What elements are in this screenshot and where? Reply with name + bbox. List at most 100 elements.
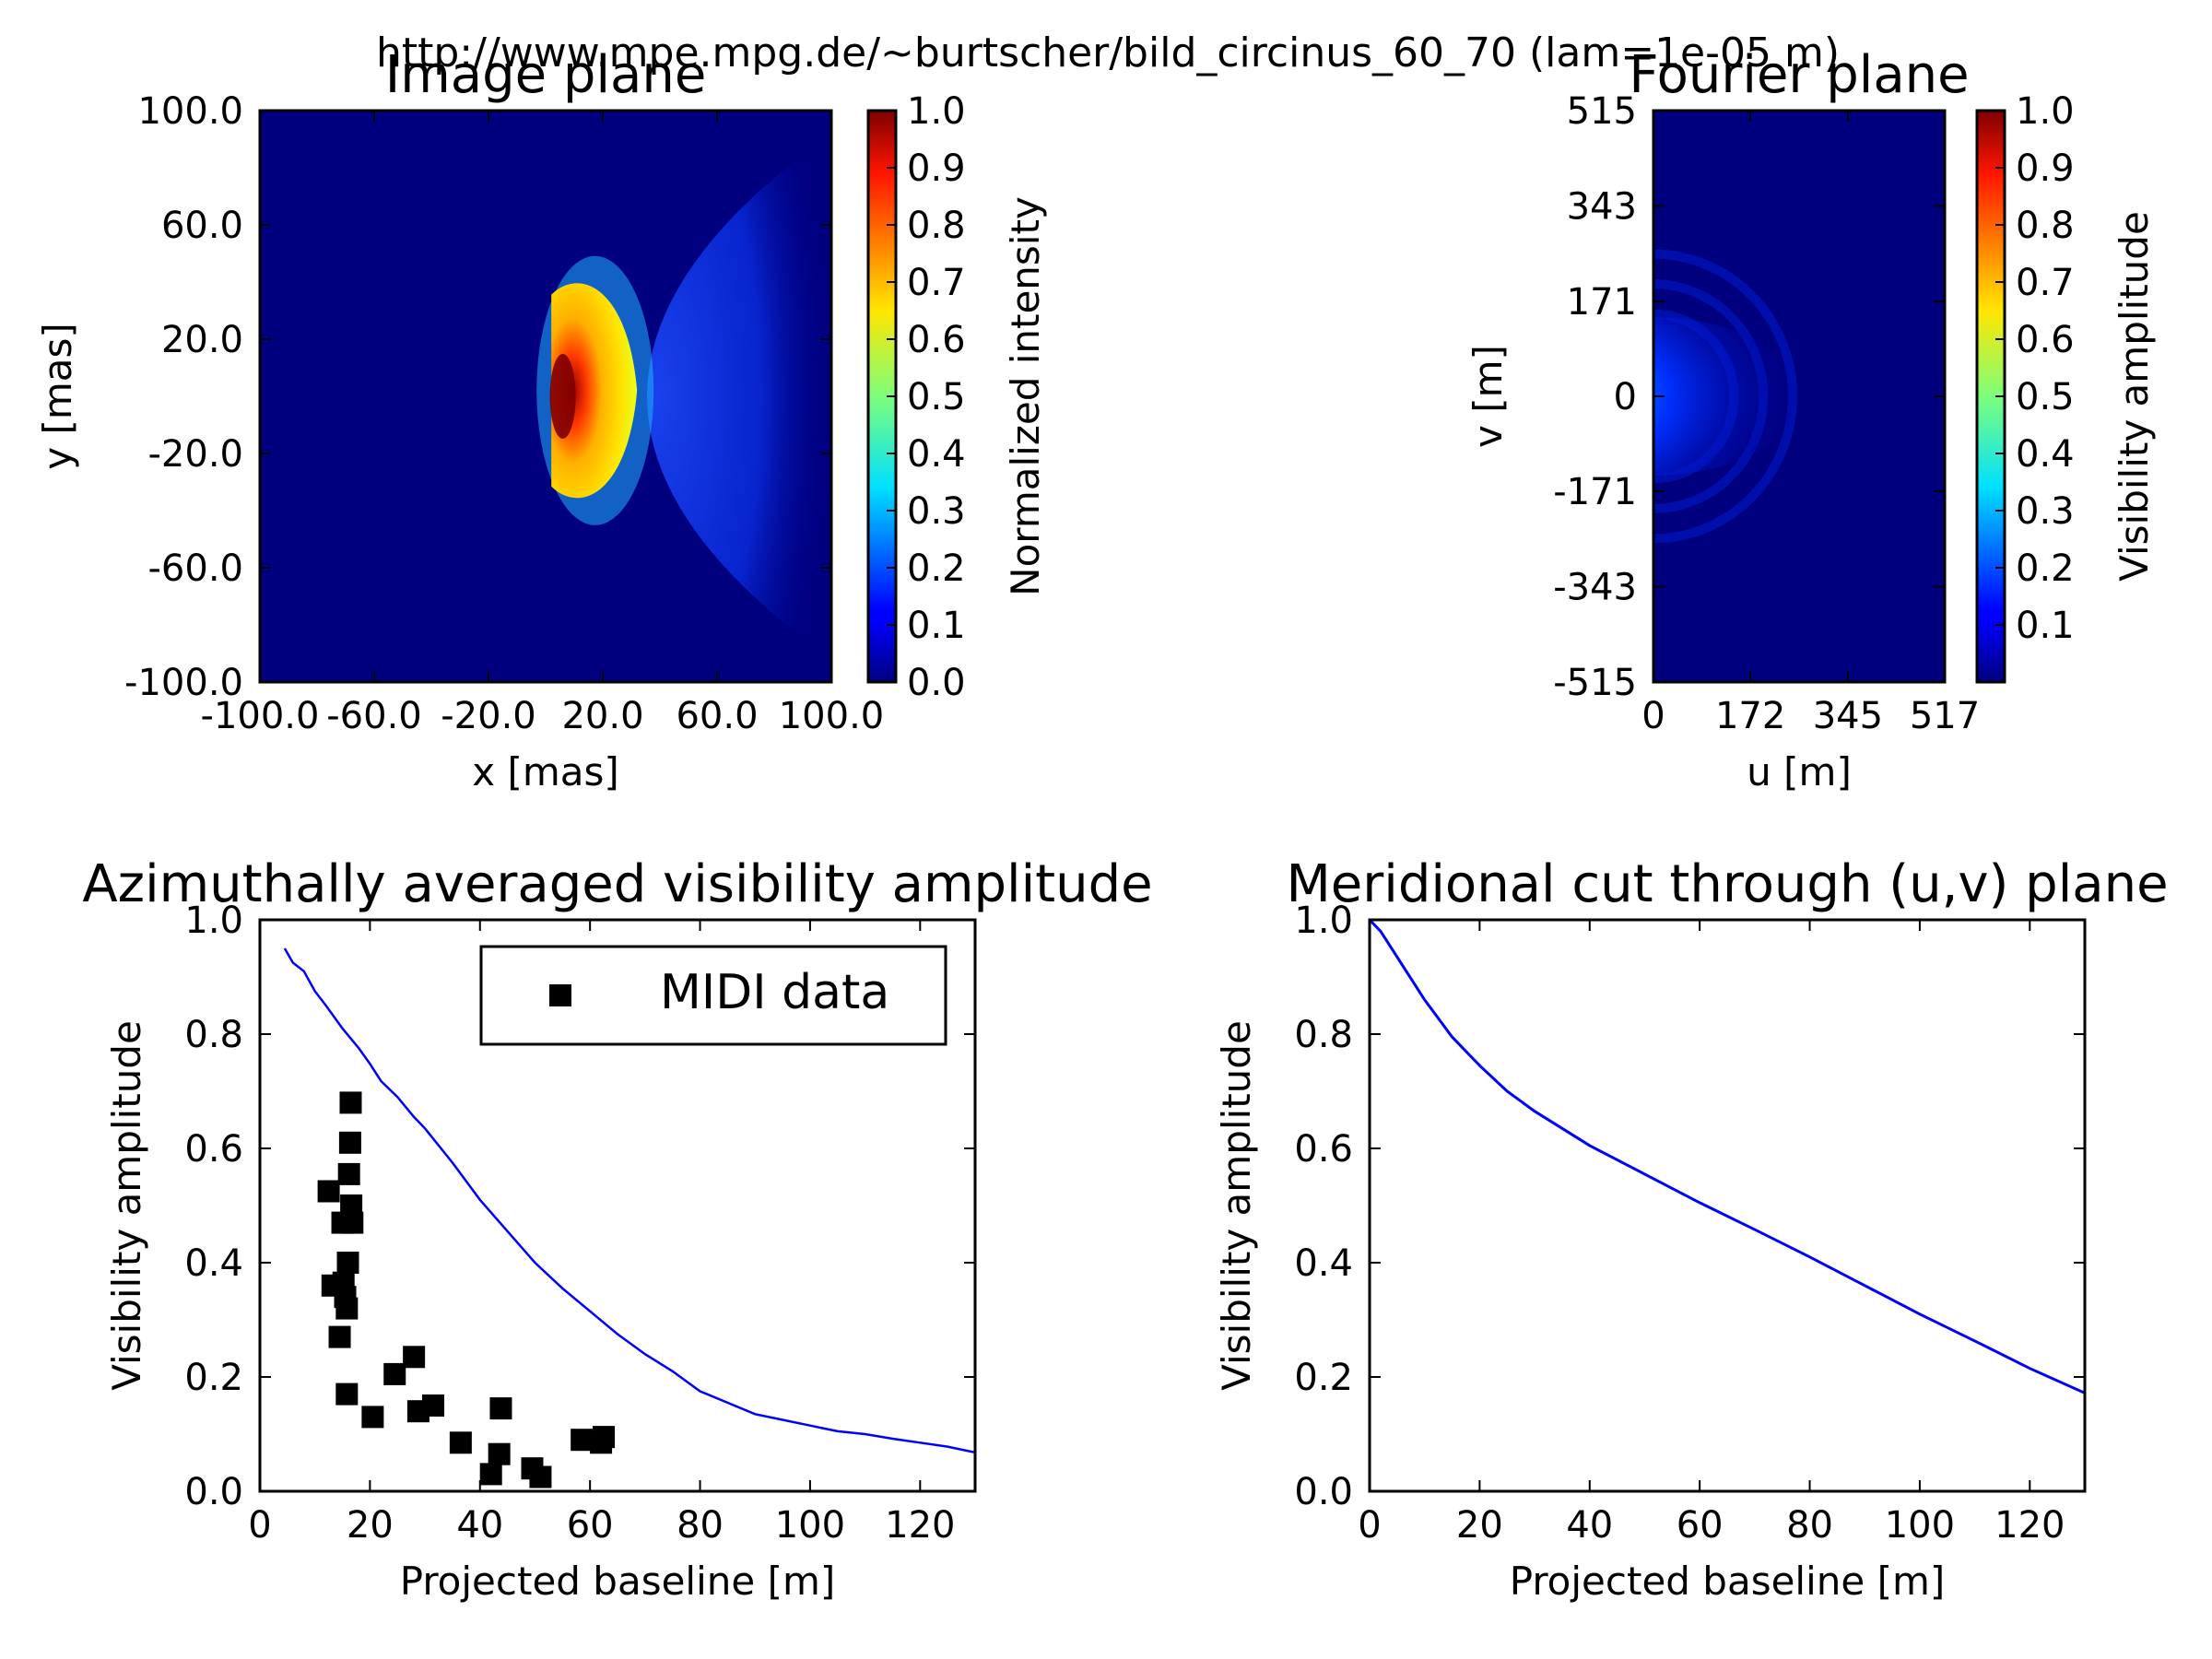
- fourier-plane-panel: Fourier plane 0 172 345 517 515 343 171 0 -171 -34…: [1465, 45, 2157, 794]
- x-tick-label: 120: [1994, 1504, 2065, 1547]
- y-tick-label: 1.0: [184, 900, 243, 942]
- panel-title: Image plane: [385, 45, 707, 105]
- x-tick-label: 60: [567, 1504, 614, 1547]
- x-tick-label: 345: [1813, 695, 1883, 737]
- y-tick-label: 0.0: [1294, 1471, 1353, 1513]
- x-tick-label: 120: [885, 1504, 955, 1547]
- colorbar-tick-label: 0.7: [907, 262, 966, 304]
- y-tick-label: 0.6: [1294, 1128, 1353, 1171]
- y-tick-label: 0.2: [184, 1357, 243, 1399]
- data-point: [339, 1091, 362, 1114]
- data-point: [335, 1297, 359, 1320]
- data-point: [571, 1429, 594, 1452]
- x-tick-label: 80: [1786, 1504, 1833, 1547]
- colorbar-tick-label: 0.7: [2016, 262, 2075, 304]
- colorbar-tick-label: 0.5: [907, 376, 966, 418]
- colorbar-tick-label: 1.0: [907, 90, 966, 133]
- panel-title: Fourier plane: [1629, 45, 1969, 105]
- y-tick-label: -343: [1553, 566, 1637, 608]
- y-axis-label: Visibility amplitude: [1214, 1020, 1259, 1391]
- data-point: [449, 1431, 472, 1454]
- y-tick-label: 20.0: [161, 319, 243, 361]
- colorbar-tick-label: 0.1: [2016, 605, 2075, 647]
- data-point: [488, 1442, 511, 1465]
- y-tick-label: 343: [1567, 186, 1637, 229]
- data-point: [336, 1252, 359, 1274]
- intensity-peak: [549, 354, 576, 439]
- x-tick-label: 40: [1566, 1504, 1613, 1547]
- colorbar-tick-label: 0.9: [2016, 147, 2075, 190]
- y-tick-label: 515: [1567, 90, 1637, 133]
- y-tick-label: -515: [1553, 662, 1637, 704]
- x-tick-label: 517: [1910, 695, 1980, 737]
- x-tick-label: 100.0: [779, 695, 885, 737]
- y-tick-label: 0.0: [184, 1471, 243, 1513]
- colorbar-tick-label: 0.2: [907, 547, 966, 590]
- colorbar-tick-label: 0.8: [907, 205, 966, 247]
- data-point: [338, 1131, 361, 1154]
- colorbar-tick-label: 0.2: [2016, 547, 2075, 590]
- x-tick-label: 0: [1641, 695, 1665, 737]
- y-tick-label: 0.8: [1294, 1014, 1353, 1056]
- x-tick-label: 20.0: [561, 695, 643, 737]
- halo-region: [647, 133, 831, 660]
- x-axis-label: Projected baseline [m]: [400, 1559, 836, 1604]
- colorbar-tick-label: 1.0: [2016, 90, 2075, 133]
- panel-title: Meridional cut through (u,v) plane: [1286, 854, 2168, 914]
- data-point: [383, 1362, 406, 1385]
- data-point: [593, 1426, 616, 1449]
- x-tick-label: 60: [1677, 1504, 1724, 1547]
- y-tick-label: 1.0: [1294, 900, 1353, 942]
- y-tick-label: 0.4: [1294, 1242, 1353, 1285]
- meridional-cut-panel: Meridional cut through (u,v) plane 0 20 40 6…: [1214, 854, 2169, 1604]
- axes-frame: [258, 918, 977, 1493]
- y-tick-label: 0.6: [184, 1128, 243, 1171]
- y-axis-label: v [m]: [1465, 345, 1511, 448]
- y-tick-label: 0.8: [184, 1014, 243, 1056]
- x-tick-label: 40: [456, 1504, 503, 1547]
- data-point: [529, 1465, 552, 1488]
- y-tick-label: -60.0: [148, 547, 244, 590]
- y-tick-label: -20.0: [148, 433, 244, 476]
- legend-marker: [549, 984, 571, 1006]
- y-tick-label: 60.0: [161, 205, 243, 247]
- x-axis-label: x [mas]: [472, 749, 619, 794]
- y-tick-label: 171: [1567, 281, 1637, 324]
- y-tick-label: 100.0: [137, 90, 243, 133]
- y-axis-label: Visibility amplitude: [104, 1020, 149, 1391]
- colorbar-tick-label: 0.1: [907, 605, 966, 647]
- colorbar-tick-label: 0.4: [907, 433, 966, 476]
- colorbar-tick-label: 0.3: [2016, 490, 2075, 533]
- data-point: [332, 1271, 355, 1294]
- plot-area: [283, 947, 975, 1488]
- data-point: [479, 1463, 502, 1486]
- x-tick-label: 100: [1885, 1504, 1955, 1547]
- image-plane-panel: Image plane -100.0 -60.0 -20.0 20.0 60.0 100.0…: [35, 45, 1048, 794]
- x-tick-label: 0: [1358, 1504, 1381, 1547]
- data-point: [335, 1382, 359, 1406]
- data-point: [341, 1211, 364, 1234]
- colorbar-tick-label: 0.9: [907, 147, 966, 190]
- x-axis-label: Projected baseline [m]: [1510, 1559, 1946, 1604]
- colorbar-label: Visibility amplitude: [2112, 211, 2157, 582]
- colorbar-tick-label: 0.6: [2016, 319, 2075, 361]
- colorbar-tick-label: 0.8: [2016, 205, 2075, 247]
- legend-label: MIDI data: [660, 965, 889, 1020]
- x-tick-label: 172: [1715, 695, 1785, 737]
- colorbar-tick-label: 0.0: [907, 662, 966, 704]
- y-tick-label: -100.0: [124, 662, 243, 704]
- colorbar-label: Normalized intensity: [1003, 196, 1048, 596]
- fourier-heatmap: [1653, 111, 1945, 682]
- colorbar-tick-label: 0.5: [2016, 376, 2075, 418]
- cut-curve: [1370, 920, 2085, 1394]
- colorbar-tick-label: 0.6: [907, 319, 966, 361]
- data-point: [317, 1180, 340, 1203]
- model-curve: [283, 947, 975, 1454]
- visibility-lobe: [1653, 317, 1800, 476]
- y-tick-label: 0: [1614, 376, 1637, 418]
- figure-suptitle: http://www.mpe.mpg.de/~burtscher/bild_ci…: [376, 29, 1840, 76]
- legend: MIDI data: [479, 945, 947, 1046]
- x-tick-label: 20: [347, 1504, 394, 1547]
- y-tick-label: 0.4: [184, 1242, 243, 1285]
